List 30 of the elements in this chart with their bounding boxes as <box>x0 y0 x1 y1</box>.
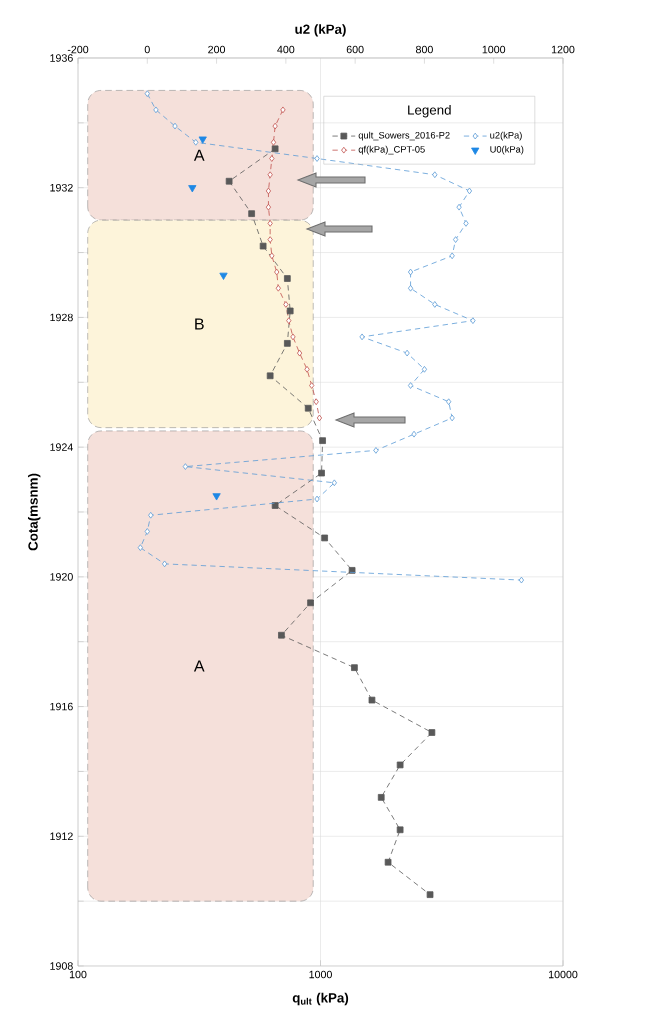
x2-axis-title: u2 (kPa) <box>295 24 346 37</box>
y-tick-label: 1920 <box>50 573 73 581</box>
legend-label: qf(kPa)_CPT-05 <box>358 145 425 155</box>
x2-tick-label: 1200 <box>551 45 575 54</box>
legend-title: Legend <box>408 104 451 118</box>
x2-tick-label: 600 <box>346 45 364 54</box>
y-tick-label: 1916 <box>50 702 73 711</box>
y-axis-title: Cota(msnm) <box>27 473 41 551</box>
x2-tick-label: 1000 <box>482 45 506 54</box>
band-label: B <box>195 318 204 330</box>
legend-label: qult_Sowers_2016-P2 <box>358 131 450 141</box>
y-tick-label: 1912 <box>50 832 73 841</box>
x-tick-label: 10000 <box>548 970 578 979</box>
x2-tick-label: -200 <box>67 45 89 54</box>
legend-label: U0(kPa) <box>490 145 524 155</box>
x-tick-label: 100 <box>69 970 87 979</box>
band-label: A <box>193 660 205 672</box>
x2-tick-label: 800 <box>415 45 433 54</box>
y-tick-label: 1936 <box>50 54 73 62</box>
y-tick-label: 1932 <box>50 183 73 192</box>
legend-label: u2(kPa) <box>490 131 522 141</box>
y-tick-label: 1908 <box>50 962 73 970</box>
band-label: A <box>193 149 205 161</box>
x2-tick-label: 0 <box>144 45 150 54</box>
x2-tick-label: 200 <box>208 45 226 54</box>
y-tick-label: 1928 <box>50 313 73 322</box>
x-axis-title: q$_{ult}$ (kPa) <box>292 992 349 1006</box>
y-tick-label: 1924 <box>50 443 73 451</box>
x2-tick-label: 400 <box>277 45 295 54</box>
x-tick-label: 1000 <box>309 970 332 979</box>
